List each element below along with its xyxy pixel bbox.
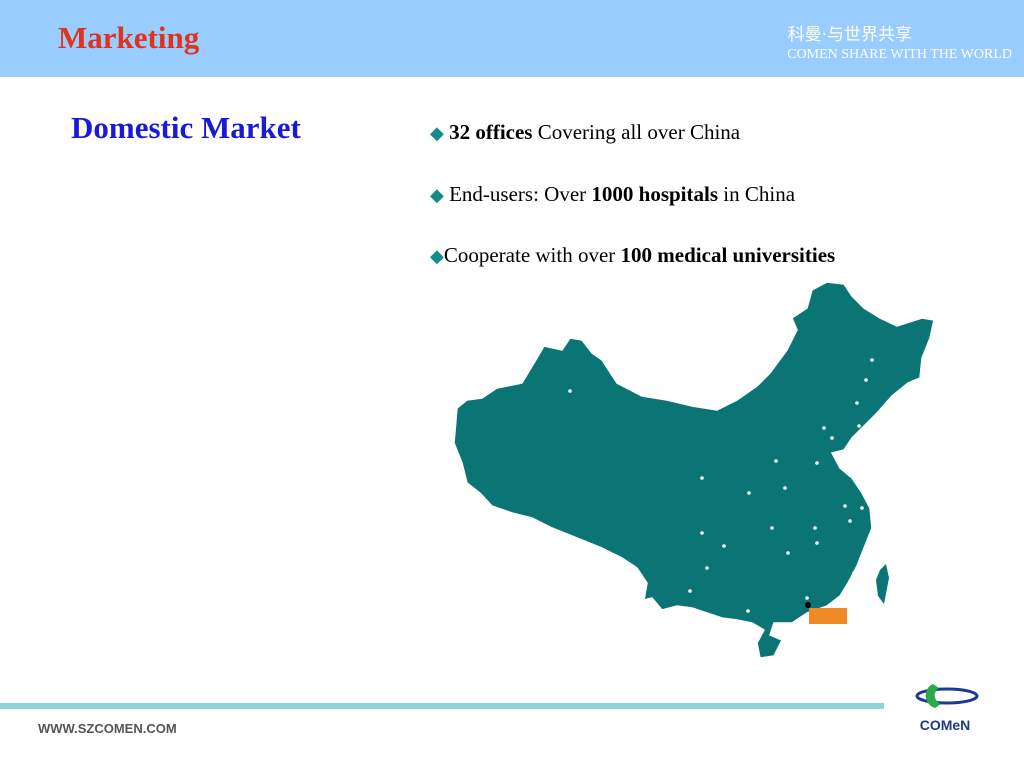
comen-logo-icon: COMeN: [915, 684, 979, 733]
bullet-bold: 32 offices: [449, 120, 533, 144]
website-url: WWW.SZCOMEN.COM: [38, 721, 177, 736]
bullet-universities: ◆Cooperate with over 100 medical univers…: [430, 243, 835, 268]
diamond-bullet-icon: ◆: [430, 185, 444, 206]
bullet-text: Covering all over China: [532, 120, 741, 144]
slide-title: Marketing: [58, 20, 200, 55]
bullet-offices: ◆ 32 offices Covering all over China: [430, 120, 740, 145]
bullet-text: Cooperate with over: [443, 243, 621, 267]
section-subtitle: Domestic Market: [71, 110, 301, 145]
city-markers: [568, 358, 874, 613]
bullet-bold: 100 medical universities: [620, 243, 836, 267]
bullet-text: End-users: Over: [449, 182, 592, 206]
bullet-text: in China: [718, 182, 796, 206]
china-map-icon: [453, 281, 935, 659]
footer-divider: [0, 703, 884, 709]
bullet-hospitals: ◆ End-users: Over 1000 hospitals in Chin…: [430, 182, 795, 207]
diamond-bullet-icon: ◆: [430, 123, 444, 144]
slogan-chinese: 科曼·与世界共享: [787, 25, 912, 45]
svg-text:COMeN: COMeN: [920, 717, 971, 733]
header-bar: Marketing 科曼·与世界共享 COMEN SHARE WITH THE …: [0, 0, 1024, 77]
slogan-english: COMEN SHARE WITH THE WORLD: [787, 47, 1012, 62]
bullet-bold: 1000 hospitals: [591, 182, 719, 206]
diamond-bullet-icon: ◆: [430, 246, 444, 267]
